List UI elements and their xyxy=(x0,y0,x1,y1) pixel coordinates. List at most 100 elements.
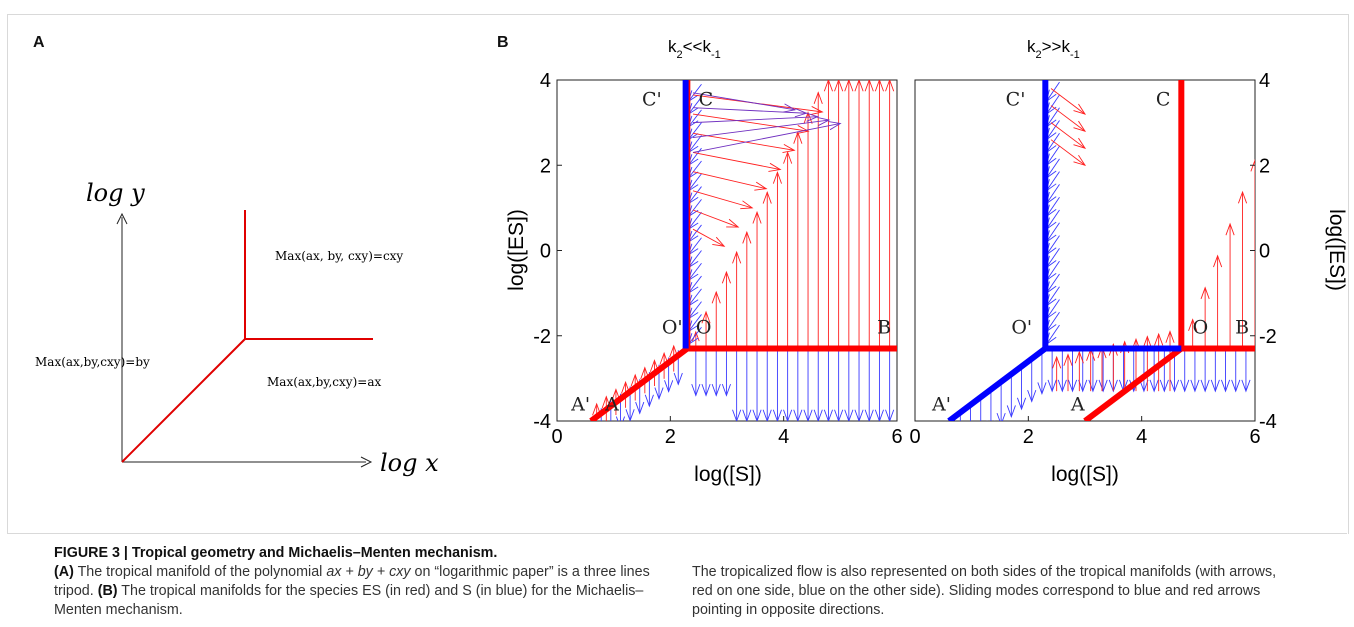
red-flow-arrow xyxy=(1050,88,1086,115)
y-tick-label: 0 xyxy=(1259,241,1270,263)
red-flow-arrow-head xyxy=(726,218,740,228)
blue-flow-arrow xyxy=(1046,145,1060,166)
chart-right-point-labels: C' C O' O B A' A xyxy=(931,89,1249,416)
chart-right-ticks: 0 2 4 6-4 -2 0 2 4 xyxy=(909,70,1276,448)
purple-flow-arrow-head xyxy=(783,103,797,113)
red-flow-arrow xyxy=(1050,122,1086,149)
chart-right-xlabel: log([S]) xyxy=(1051,463,1119,486)
red-flow-arrow-head xyxy=(813,91,823,104)
blue-flow-arrow-head xyxy=(956,444,964,455)
blue-flow-arrow-head xyxy=(966,436,974,447)
red-flow-arrow-head xyxy=(754,181,768,191)
caption-title: FIGURE 3 | Tropical geometry and Michael… xyxy=(54,545,498,561)
y-tick-label: 4 xyxy=(1259,70,1270,92)
point-label: C' xyxy=(1006,89,1026,111)
red-flow-arrow-head xyxy=(772,171,782,184)
red-flow-arrow-head xyxy=(1165,330,1175,343)
blue-flow-arrow xyxy=(1046,286,1060,307)
blue-flow-arrow-head xyxy=(711,383,721,397)
blue-flow-arrow-head xyxy=(1006,405,1016,419)
blue-flow-arrow xyxy=(1046,158,1060,179)
blue-flow-arrow-head xyxy=(1037,382,1047,396)
blue-flow-arrow-head xyxy=(597,431,605,442)
point-label: B xyxy=(877,317,891,339)
blue-flow-arrow xyxy=(688,224,702,243)
red-flow-arrow-head xyxy=(1108,342,1118,356)
figure-caption-left: FIGURE 3 | Tropical geometry and Michael… xyxy=(54,544,666,620)
blue-flow-arrow xyxy=(688,263,702,281)
red-flow-arrow xyxy=(692,113,809,132)
blue-flow-arrow-head xyxy=(701,383,711,397)
blue-flow-arrow-head xyxy=(1057,379,1067,393)
blue-flow-arrow-head xyxy=(635,401,645,415)
figure-caption-right: The tropicalized flow is also represente… xyxy=(692,564,1277,618)
purple-flow-arrow-head xyxy=(828,121,842,131)
blue-flow-arrow xyxy=(688,211,702,230)
blue-flow-arrow-head xyxy=(1016,397,1027,411)
chart-left-ylabel: log([ES]) xyxy=(505,209,528,291)
y-tick-label: -2 xyxy=(533,326,551,348)
blue-flow-arrow xyxy=(1046,324,1060,345)
point-label: O' xyxy=(662,317,683,339)
blue-flow-arrow xyxy=(688,314,702,332)
x-axis-arrowhead xyxy=(360,456,373,468)
blue-flow-arrow-head xyxy=(977,428,985,439)
blue-flow-arrow-head xyxy=(615,416,626,421)
red-flow-arrow-head xyxy=(810,106,824,116)
red-flow-arrow-head xyxy=(1237,190,1248,204)
chart-left-manifolds xyxy=(589,80,897,421)
caption-a-text-2: on “logarithmic paper” is a three lines … xyxy=(54,564,650,599)
red-flow-arrow-head xyxy=(762,190,772,204)
blue-flow-arrow-head xyxy=(644,394,654,408)
blue-flow-arrow xyxy=(688,326,702,345)
red-flow-arrow-head xyxy=(1213,254,1223,268)
blue-flow-arrow xyxy=(1046,260,1060,281)
y-tick-label: 4 xyxy=(540,70,551,92)
blue-flow-arrow-head xyxy=(803,409,813,421)
point-label: O xyxy=(696,317,712,339)
caption-divider xyxy=(7,533,1347,534)
red-flow-arrow-head xyxy=(1200,286,1210,300)
blue-flow-arrow-head xyxy=(1190,379,1200,393)
red-flow-arrow-head xyxy=(701,310,711,324)
blue-flow-arrow-head xyxy=(1149,379,1159,393)
caption-a-polynomial: ax + by + cxy xyxy=(326,564,411,580)
blue-flow-arrow-head xyxy=(732,409,742,421)
blue-flow-arrow-head xyxy=(864,409,874,421)
x-tick-label: 4 xyxy=(778,426,789,448)
purple-flow-arrow xyxy=(692,123,841,153)
blue-flow-arrow-head xyxy=(1210,379,1220,393)
red-flow-arrow-head xyxy=(793,131,803,144)
blue-flow-arrow-head xyxy=(673,372,683,386)
red-flow-arrow-head xyxy=(712,236,726,247)
blue-flow-arrow-head xyxy=(1200,379,1210,393)
purple-flow-arrow xyxy=(692,119,830,138)
blue-flow-arrow-head xyxy=(1088,379,1098,393)
caption-a-text-1: The tropical manifold of the polynomial xyxy=(73,564,327,580)
blue-flow-arrow xyxy=(1046,171,1060,192)
point-label: C xyxy=(699,89,714,111)
blue-flow-arrow xyxy=(688,122,702,140)
blue-flow-arrow-head xyxy=(1067,379,1078,393)
red-flow-arrow xyxy=(692,190,753,209)
blue-flow-arrow-head xyxy=(885,409,895,421)
blue-flow-arrow-head xyxy=(691,383,701,397)
blue-flow-arrow-head xyxy=(664,380,674,393)
red-flow-arrow-head xyxy=(1142,335,1152,349)
point-label: O xyxy=(1193,317,1209,339)
blue-flow-arrow-head xyxy=(1047,379,1057,393)
chart-left-ticks: 0 2 4 6 -4 -2 0 2 4 xyxy=(533,70,902,448)
blue-flow-arrow-head xyxy=(783,409,793,421)
blue-flow-arrow-head xyxy=(1169,379,1180,393)
blue-flow-arrow xyxy=(688,199,702,217)
y-tick-label: -4 xyxy=(533,411,551,433)
red-flow-arrow-head xyxy=(1073,120,1087,132)
purple-flow-arrow xyxy=(692,107,807,114)
blue-flow-arrow-head xyxy=(625,409,635,421)
caption-b-label: (B) xyxy=(97,583,118,599)
blue-flow-arrow xyxy=(1046,312,1060,332)
purple-flow-arrow-head xyxy=(806,112,819,122)
blue-flow-arrow xyxy=(1046,273,1060,294)
blue-flow-arrow-head xyxy=(752,409,762,421)
